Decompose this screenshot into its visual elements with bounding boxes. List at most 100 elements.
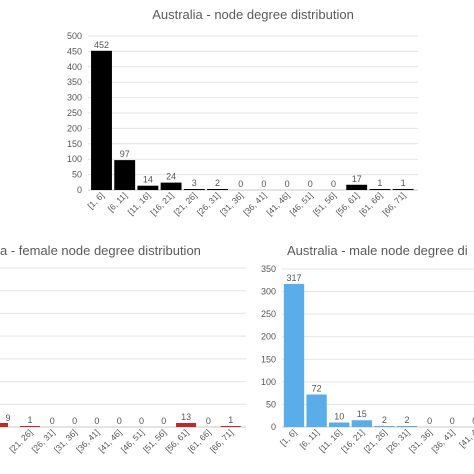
c3-bar <box>396 426 418 427</box>
c3-xtick-label: [26, 31] <box>384 427 411 454</box>
c1-ytick-label: 300 <box>67 93 82 103</box>
c1-ytick-label: 500 <box>67 31 82 41</box>
c1-xtick-label: [26, 31] <box>195 190 222 217</box>
c2-xtick-label: [66, 71] <box>208 427 235 454</box>
c2-bar-partial <box>0 423 8 427</box>
c1-xtick-label: [16, 21] <box>148 190 175 217</box>
c3-xtick-label: [36, 41] <box>429 427 456 454</box>
c1-ytick-label: 100 <box>67 154 82 164</box>
c1-xtick-label: [11, 16] <box>126 190 153 217</box>
c1-xtick-label: [56, 61] <box>334 190 361 217</box>
c3-data-label: 0 <box>450 416 455 426</box>
c1-bar <box>91 50 112 191</box>
c1-ytick-label: 150 <box>67 139 82 149</box>
c3-ytick-label: 0 <box>271 422 276 432</box>
c2-data-label: 1 <box>27 415 32 425</box>
c2-data-label: 0 <box>72 416 77 426</box>
c3-xtick-label: [21, 26] <box>362 427 389 454</box>
c3-data-label: 15 <box>357 409 367 419</box>
c3-data-label: 2 <box>404 415 409 425</box>
c1-xtick-label: [61, 66] <box>357 190 384 217</box>
c1-data-label: 452 <box>94 40 109 50</box>
c1-data-label: 0 <box>285 179 290 189</box>
c1-data-label: 14 <box>143 175 153 185</box>
c2-xtick-label: [61, 66] <box>186 427 213 454</box>
c2-data-label: 0 <box>161 416 166 426</box>
c1-bar <box>137 185 159 190</box>
c2-data-label: 0 <box>206 416 211 426</box>
chart-male: Australia - male node degree di 05010015… <box>261 243 474 454</box>
c3-bar <box>329 422 350 427</box>
c1-xtick-label: [21, 26] <box>172 190 199 217</box>
c2-xtick-label: [41, 46] <box>96 427 123 454</box>
c1-data-label: 0 <box>261 179 266 189</box>
c1-data-label: 0 <box>331 179 336 189</box>
c1-data-label: 3 <box>192 178 197 188</box>
c2-data-label-partial: 9 <box>5 413 10 423</box>
c1-bar <box>160 182 182 190</box>
c2-xtick-label: [56, 61] <box>163 427 190 454</box>
c3-bar <box>374 426 395 427</box>
c3-ytick-label: 150 <box>261 354 276 364</box>
c1-data-label: 24 <box>166 172 176 182</box>
c2-xtick-label: [36, 41] <box>74 427 101 454</box>
c1-ytick-label: 200 <box>67 123 82 133</box>
c2-bar <box>220 426 241 427</box>
c1-ytick-label: 450 <box>67 46 82 56</box>
c2-data-label: 0 <box>94 416 99 426</box>
c3-ytick-label: 250 <box>261 309 276 319</box>
c3-data-label: 0 <box>427 416 432 426</box>
c3-ytick-label: 200 <box>261 332 276 342</box>
c2-data-label: 0 <box>139 416 144 426</box>
c1-ytick-label: 400 <box>67 62 82 72</box>
c2-bar <box>176 423 197 427</box>
c1-xtick-label: [36, 41] <box>241 190 268 217</box>
c2-data-label: 13 <box>181 412 191 422</box>
c3-ytick-label: 50 <box>266 399 276 409</box>
c1-xtick-label: [41, 46] <box>264 190 291 217</box>
c2-xtick-label: [51, 56] <box>141 427 168 454</box>
chart-overall: Australia - node degree distribution 0 50… <box>67 7 418 217</box>
chart-overall-title: Australia - node degree distribution <box>152 7 354 22</box>
chart-male-title: Australia - male node degree di <box>287 243 468 258</box>
c2-data-label: 0 <box>117 416 122 426</box>
c1-data-label: 0 <box>238 179 243 189</box>
c2-xtick-label: [46, 51] <box>119 427 146 454</box>
c1-ytick-label: 250 <box>67 108 82 118</box>
c2-data-label: 1 <box>228 415 233 425</box>
c3-xtick-label: [16, 21] <box>339 427 366 454</box>
c3-data-label: 72 <box>312 383 322 393</box>
c3-xtick-label: [31, 36] <box>407 427 434 454</box>
c3-data-label: 317 <box>286 273 301 283</box>
c3-xtick-label: [11, 16] <box>317 427 344 454</box>
c1-ytick-label: 350 <box>67 77 82 87</box>
c1-bar <box>207 189 228 190</box>
c3-ytick-label: 300 <box>261 287 276 297</box>
c1-bar <box>114 160 136 190</box>
c2-bar <box>19 426 41 427</box>
c3-ytick-label: 100 <box>261 377 276 387</box>
c1-data-label: 17 <box>352 174 362 184</box>
c1-data-label: 0 <box>308 179 313 189</box>
c1-data-label: 1 <box>377 178 382 188</box>
c2-xtick-label: [26, 31] <box>30 427 57 454</box>
c1-data-label: 97 <box>120 149 130 159</box>
c1-xtick-label: [1, 6] <box>85 190 105 210</box>
c2-xtick-label: [31, 36] <box>52 427 79 454</box>
c1-data-label: 2 <box>215 178 220 188</box>
c1-data-label: 1 <box>401 178 406 188</box>
c3-data-label: 10 <box>334 411 344 421</box>
c3-ytick-label: 350 <box>261 264 276 274</box>
c1-bar <box>183 189 205 190</box>
c2-data-label: 0 <box>50 416 55 426</box>
c1-bar <box>346 184 368 190</box>
c3-data-label: 0 <box>472 416 474 426</box>
c3-xtick-label: [1, 6] <box>278 427 298 447</box>
c1-ytick-label: 0 <box>77 185 82 195</box>
chart-female: a - female node degree distribution 9 1 0 0… <box>0 243 246 454</box>
c1-ytick-label: 50 <box>72 170 82 180</box>
c3-bar <box>306 394 327 427</box>
c3-bar <box>351 420 372 427</box>
c1-xtick-label: [66, 71] <box>380 190 407 217</box>
